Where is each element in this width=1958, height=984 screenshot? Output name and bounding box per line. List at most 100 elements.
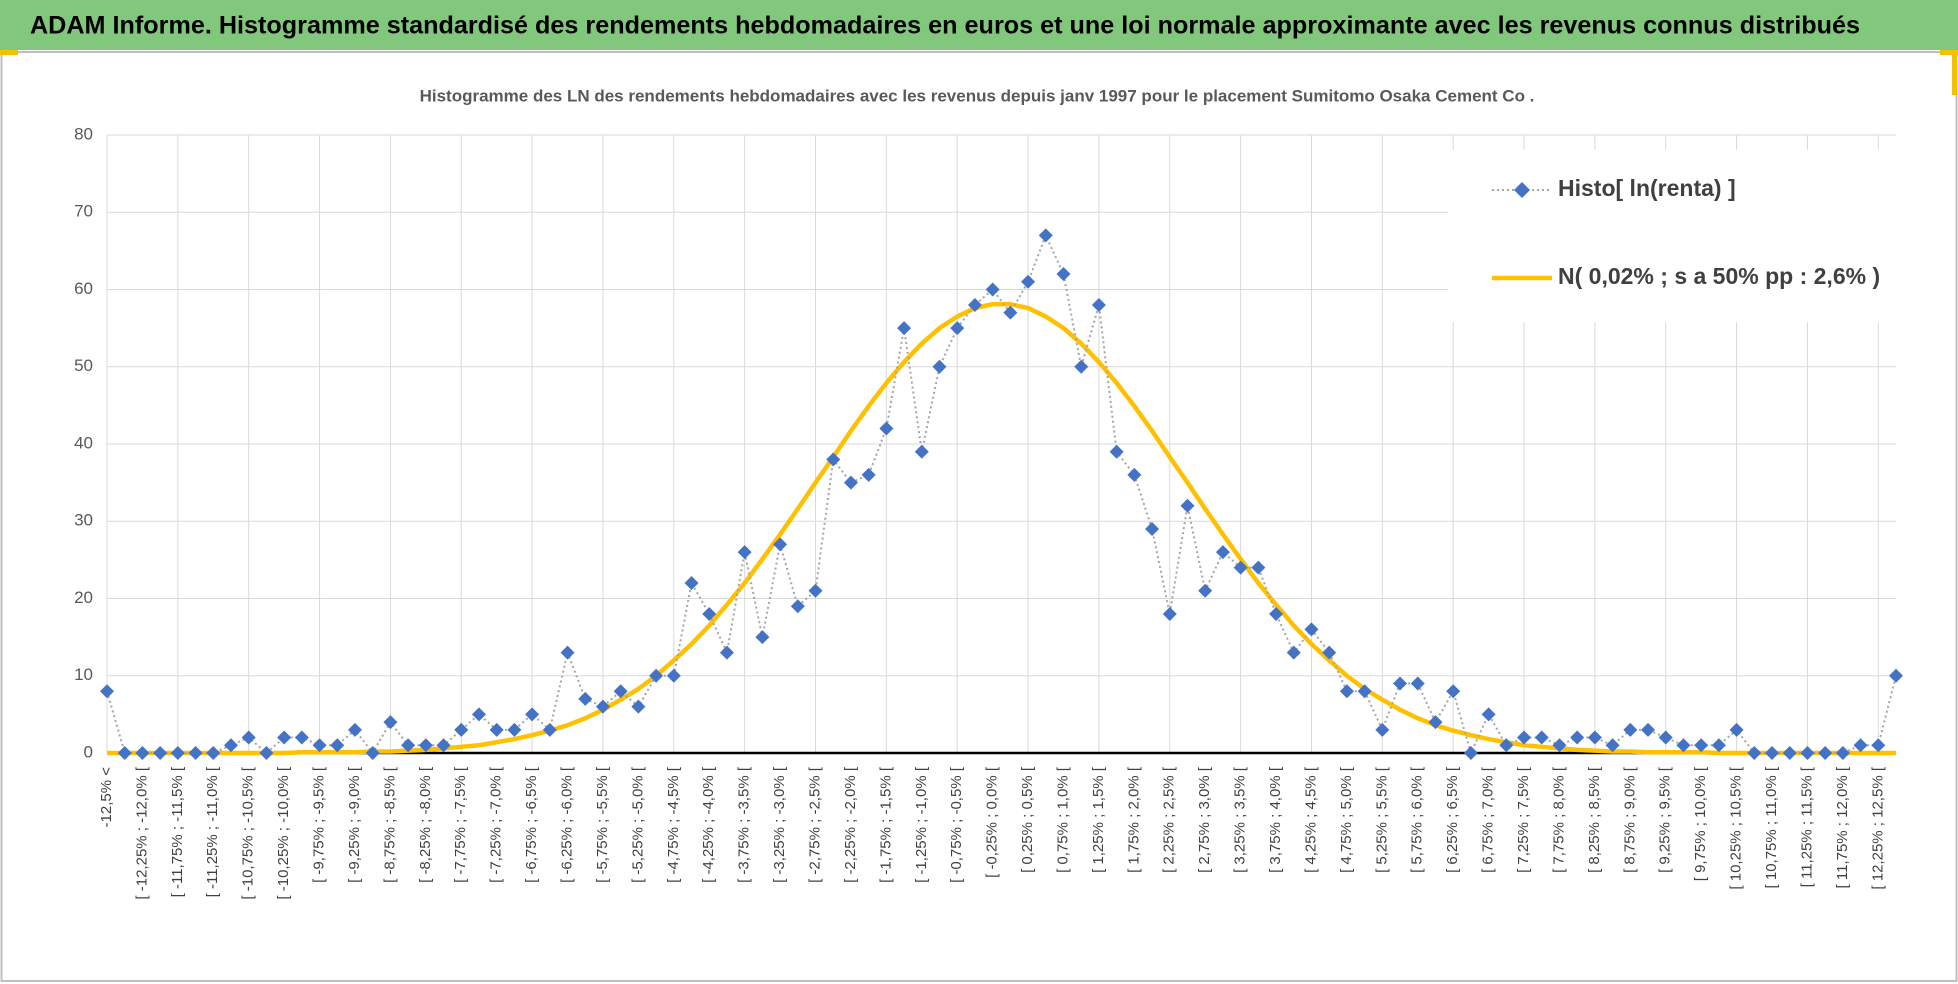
data-point <box>1127 467 1142 482</box>
data-point <box>365 746 380 760</box>
y-tick-label: 50 <box>74 356 93 375</box>
data-point <box>1003 305 1018 320</box>
data-point <box>188 746 203 760</box>
x-tick-label: [ -0,75% ; -0,5% [ <box>948 766 965 883</box>
data-point <box>967 297 982 312</box>
data-point <box>223 738 238 753</box>
legend-label: Histo[ ln(renta) ] <box>1558 175 1736 201</box>
data-point <box>1074 359 1089 374</box>
x-tick-label: [ 1,75% ; 2,0% [ <box>1125 766 1142 873</box>
data-point <box>507 722 522 737</box>
y-tick-label: 60 <box>74 279 93 298</box>
data-point <box>1605 738 1620 753</box>
data-point <box>773 537 788 552</box>
data-point <box>347 722 362 737</box>
y-tick-label: 20 <box>74 588 93 607</box>
data-point <box>1357 684 1372 699</box>
x-tick-label: [ 7,25% ; 7,5% [ <box>1515 766 1532 873</box>
data-point <box>755 630 770 645</box>
data-point <box>1871 738 1886 753</box>
x-tick-label: [ -11,75% ; -11,5% [ <box>169 766 186 897</box>
data-point <box>1552 738 1567 753</box>
data-point <box>897 321 912 336</box>
data-point <box>1251 560 1266 575</box>
data-point <box>1658 730 1673 745</box>
x-tick-label: [ -12,25% ; -12,0% [ <box>133 766 150 899</box>
data-point <box>330 738 345 753</box>
x-tick-label: [ 0,25% ; 0,5% [ <box>1019 766 1036 873</box>
x-tick-label: [ 1,25% ; 1,5% [ <box>1090 766 1107 873</box>
data-point <box>1198 583 1213 598</box>
data-point <box>985 282 1000 297</box>
header-bar <box>0 0 1958 50</box>
data-point <box>117 746 132 760</box>
data-point <box>1800 746 1815 760</box>
x-tick-label: [ 10,25% ; 10,5% [ <box>1728 766 1745 889</box>
page-title: ADAM Informe. Histogramme standardisé de… <box>30 12 1860 40</box>
data-point <box>932 359 947 374</box>
x-tick-label: [ 6,75% ; 7,0% [ <box>1480 766 1497 873</box>
data-point <box>418 738 433 753</box>
data-point <box>1393 676 1408 691</box>
data-point <box>1676 738 1691 753</box>
data-point <box>1109 444 1124 459</box>
x-tick-label: -12,5% < <box>98 767 115 828</box>
x-tick-label: [ 11,75% ; 12,0% [ <box>1834 766 1851 888</box>
plot <box>100 228 1903 760</box>
data-point <box>1747 746 1762 760</box>
data-point <box>631 699 646 714</box>
data-point <box>1765 746 1780 760</box>
x-tick-label: [ 6,25% ; 6,5% [ <box>1444 766 1461 873</box>
data-point <box>1038 228 1053 243</box>
x-tick-label: [ -6,75% ; -6,5% [ <box>523 766 540 883</box>
data-point <box>312 738 327 753</box>
data-point <box>1180 498 1195 513</box>
data-point <box>1410 676 1425 691</box>
y-tick-label: 10 <box>74 665 93 684</box>
data-point <box>826 452 841 467</box>
data-point <box>578 691 593 706</box>
data-point <box>843 475 858 490</box>
x-tick-label: [ -11,25% ; -11,0% [ <box>204 766 221 897</box>
data-point <box>808 583 823 598</box>
data-point <box>489 722 504 737</box>
x-tick-label: [ 5,25% ; 5,5% [ <box>1373 766 1390 873</box>
corner-mark <box>0 50 18 55</box>
x-tick-label: [ -7,75% ; -7,5% [ <box>452 766 469 883</box>
data-point <box>153 746 168 760</box>
x-tick-label: [ -9,25% ; -9,0% [ <box>346 766 363 883</box>
data-point <box>684 576 699 591</box>
chart-subtitle: Histogramme des LN des rendements hebdom… <box>420 86 1535 105</box>
data-point <box>277 730 292 745</box>
data-point <box>1694 738 1709 753</box>
data-point <box>1641 722 1656 737</box>
x-tick-label: [ -4,75% ; -4,5% [ <box>665 766 682 883</box>
y-tick-label: 80 <box>74 124 93 143</box>
x-tick-label: [ 12,25% ; 12,5% [ <box>1869 766 1886 889</box>
x-tick-label: [ 9,25% ; 9,5% [ <box>1657 766 1674 873</box>
data-point <box>1517 730 1532 745</box>
data-point <box>613 684 628 699</box>
data-point <box>1711 738 1726 753</box>
chart-border <box>0 51 1958 982</box>
x-tick-label: [ -10,75% ; -10,5% [ <box>240 766 257 899</box>
data-point <box>436 738 451 753</box>
corner-mark <box>1940 50 1958 55</box>
x-tick-label: [ -5,25% ; -5,0% [ <box>629 766 646 883</box>
x-tick-label: [ -6,25% ; -6,0% [ <box>559 766 576 883</box>
data-point <box>1818 746 1833 760</box>
x-tick-label: [ 0,75% ; 1,0% [ <box>1054 766 1071 873</box>
data-point <box>1587 730 1602 745</box>
data-point <box>560 645 575 660</box>
x-tick-label: [ 10,75% ; 11,0% [ <box>1763 766 1780 888</box>
data-point <box>1463 746 1478 760</box>
data-point <box>1286 645 1301 660</box>
data-point <box>135 746 150 760</box>
data-point <box>1570 730 1585 745</box>
data-point <box>1375 722 1390 737</box>
x-tick-label: [ 2,75% ; 3,0% [ <box>1196 766 1213 873</box>
data-point <box>1534 730 1549 745</box>
data-point <box>702 606 717 621</box>
data-point <box>861 467 876 482</box>
